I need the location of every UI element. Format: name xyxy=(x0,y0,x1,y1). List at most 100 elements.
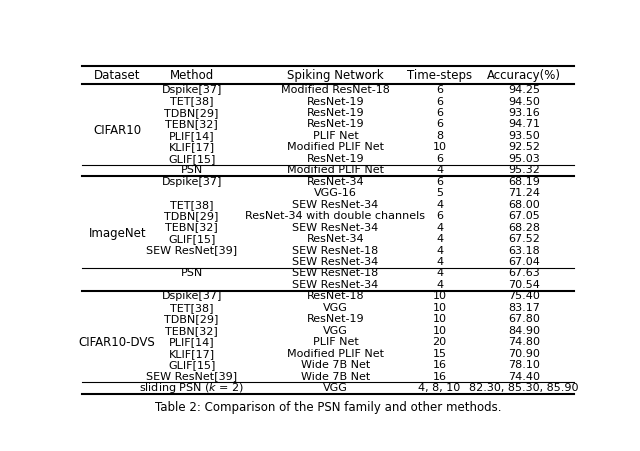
Text: 6: 6 xyxy=(436,108,443,118)
Text: Wide 7B Net: Wide 7B Net xyxy=(301,360,370,370)
Text: 93.16: 93.16 xyxy=(508,108,540,118)
Text: 63.18: 63.18 xyxy=(508,245,540,256)
Text: ResNet-19: ResNet-19 xyxy=(307,314,364,324)
Text: GLIF[15]: GLIF[15] xyxy=(168,234,215,244)
Text: 6: 6 xyxy=(436,177,443,187)
Text: 4, 8, 10: 4, 8, 10 xyxy=(419,383,461,393)
Text: Method: Method xyxy=(170,69,214,82)
Text: ResNet-19: ResNet-19 xyxy=(307,154,364,164)
Text: Table 2: Comparison of the PSN family and other methods.: Table 2: Comparison of the PSN family an… xyxy=(155,401,501,414)
Text: 94.25: 94.25 xyxy=(508,85,540,95)
Text: 4: 4 xyxy=(436,200,443,210)
Text: PLIF Net: PLIF Net xyxy=(312,131,358,141)
Text: TEBN[32]: TEBN[32] xyxy=(165,223,218,233)
Text: PSN: PSN xyxy=(180,268,203,278)
Text: TET[38]: TET[38] xyxy=(170,303,213,313)
Text: 10: 10 xyxy=(433,143,447,152)
Text: SEW ResNet-34: SEW ResNet-34 xyxy=(292,200,379,210)
Text: SEW ResNet[39]: SEW ResNet[39] xyxy=(146,372,237,382)
Text: KLIF[17]: KLIF[17] xyxy=(168,143,214,152)
Text: PLIF Net: PLIF Net xyxy=(312,337,358,347)
Text: 95.03: 95.03 xyxy=(508,154,540,164)
Text: GLIF[15]: GLIF[15] xyxy=(168,360,215,370)
Text: TET[38]: TET[38] xyxy=(170,200,213,210)
Text: TET[38]: TET[38] xyxy=(170,97,213,106)
Text: 5: 5 xyxy=(436,188,443,198)
Text: KLIF[17]: KLIF[17] xyxy=(168,349,214,359)
Text: SEW ResNet-34: SEW ResNet-34 xyxy=(292,280,379,290)
Text: 16: 16 xyxy=(433,360,447,370)
Text: 6: 6 xyxy=(436,154,443,164)
Text: 93.50: 93.50 xyxy=(508,131,540,141)
Text: ImageNet: ImageNet xyxy=(88,227,146,240)
Text: 67.80: 67.80 xyxy=(508,314,540,324)
Text: Modified PLIF Net: Modified PLIF Net xyxy=(287,165,384,175)
Text: Dspike[37]: Dspike[37] xyxy=(161,85,222,95)
Text: ResNet-34 with double channels: ResNet-34 with double channels xyxy=(246,211,426,221)
Text: 4: 4 xyxy=(436,257,443,267)
Text: SEW ResNet[39]: SEW ResNet[39] xyxy=(146,245,237,256)
Text: 4: 4 xyxy=(436,280,443,290)
Text: 83.17: 83.17 xyxy=(508,303,540,313)
Text: Wide 7B Net: Wide 7B Net xyxy=(301,372,370,382)
Text: 95.32: 95.32 xyxy=(508,165,540,175)
Text: Dspike[37]: Dspike[37] xyxy=(161,177,222,187)
Text: 4: 4 xyxy=(436,268,443,278)
Text: sliding PSN ($k$ = 2): sliding PSN ($k$ = 2) xyxy=(139,381,244,395)
Text: 6: 6 xyxy=(436,85,443,95)
Text: 78.10: 78.10 xyxy=(508,360,540,370)
Text: 10: 10 xyxy=(433,303,447,313)
Text: Modified PLIF Net: Modified PLIF Net xyxy=(287,349,384,359)
Text: 67.04: 67.04 xyxy=(508,257,540,267)
Text: TDBN[29]: TDBN[29] xyxy=(164,211,219,221)
Text: 68.00: 68.00 xyxy=(508,200,540,210)
Text: 94.71: 94.71 xyxy=(508,120,540,129)
Text: SEW ResNet-18: SEW ResNet-18 xyxy=(292,245,379,256)
Text: Accuracy(%): Accuracy(%) xyxy=(487,69,561,82)
Text: CIFAR10-DVS: CIFAR10-DVS xyxy=(79,336,156,349)
Text: CIFAR10: CIFAR10 xyxy=(93,124,141,137)
Text: PLIF[14]: PLIF[14] xyxy=(169,337,214,347)
Text: TDBN[29]: TDBN[29] xyxy=(164,314,219,324)
Text: 74.40: 74.40 xyxy=(508,372,540,382)
Text: 20: 20 xyxy=(433,337,447,347)
Text: VGG-16: VGG-16 xyxy=(314,188,357,198)
Text: 68.28: 68.28 xyxy=(508,223,540,233)
Text: 15: 15 xyxy=(433,349,447,359)
Text: 84.90: 84.90 xyxy=(508,326,540,336)
Text: 4: 4 xyxy=(436,234,443,244)
Text: 70.54: 70.54 xyxy=(508,280,540,290)
Text: Time-steps: Time-steps xyxy=(407,69,472,82)
Text: 67.05: 67.05 xyxy=(508,211,540,221)
Text: 82.30, 85.30, 85.90: 82.30, 85.30, 85.90 xyxy=(469,383,579,393)
Text: 68.19: 68.19 xyxy=(508,177,540,187)
Text: SEW ResNet-34: SEW ResNet-34 xyxy=(292,257,379,267)
Text: 10: 10 xyxy=(433,291,447,301)
Text: ResNet-34: ResNet-34 xyxy=(307,177,364,187)
Text: ResNet-19: ResNet-19 xyxy=(307,97,364,106)
Text: 67.63: 67.63 xyxy=(508,268,540,278)
Text: SEW ResNet-34: SEW ResNet-34 xyxy=(292,223,379,233)
Text: VGG: VGG xyxy=(323,303,348,313)
Text: 4: 4 xyxy=(436,245,443,256)
Text: TEBN[32]: TEBN[32] xyxy=(165,326,218,336)
Text: TEBN[32]: TEBN[32] xyxy=(165,120,218,129)
Text: 8: 8 xyxy=(436,131,443,141)
Text: PLIF[14]: PLIF[14] xyxy=(169,131,214,141)
Text: 70.90: 70.90 xyxy=(508,349,540,359)
Text: 10: 10 xyxy=(433,314,447,324)
Text: 71.24: 71.24 xyxy=(508,188,540,198)
Text: TDBN[29]: TDBN[29] xyxy=(164,108,219,118)
Text: 94.50: 94.50 xyxy=(508,97,540,106)
Text: 67.52: 67.52 xyxy=(508,234,540,244)
Text: 75.40: 75.40 xyxy=(508,291,540,301)
Text: 16: 16 xyxy=(433,372,447,382)
Text: 6: 6 xyxy=(436,120,443,129)
Text: Dspike[37]: Dspike[37] xyxy=(161,291,222,301)
Text: 92.52: 92.52 xyxy=(508,143,540,152)
Text: 10: 10 xyxy=(433,326,447,336)
Text: ResNet-34: ResNet-34 xyxy=(307,234,364,244)
Text: SEW ResNet-18: SEW ResNet-18 xyxy=(292,268,379,278)
Text: ResNet-18: ResNet-18 xyxy=(307,291,364,301)
Text: Spiking Network: Spiking Network xyxy=(287,69,384,82)
